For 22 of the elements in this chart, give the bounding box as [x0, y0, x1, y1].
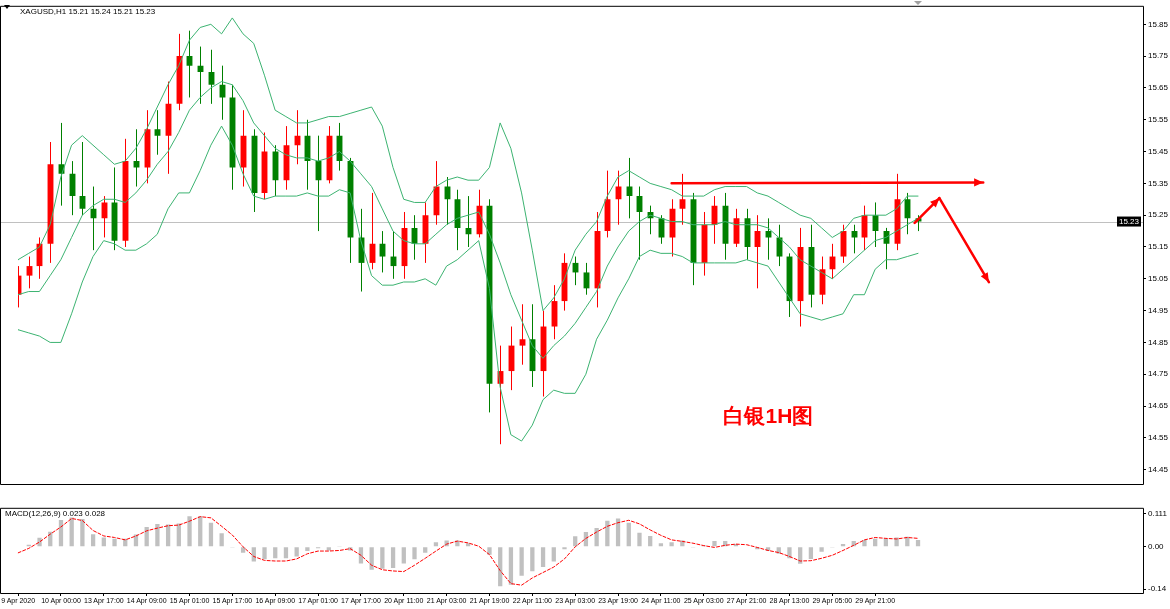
y-tick-label: 15.45 — [1148, 146, 1169, 156]
chart-title: XAGUSD,H1 15.21 15.24 15.21 15.23 — [20, 7, 156, 16]
y-tick-label: 15.15 — [1148, 242, 1169, 252]
annotation: 白银1H图 — [723, 403, 814, 427]
y-tick-label: 14.65 — [1148, 401, 1169, 411]
ref-line-label: 15.23 — [1118, 216, 1140, 226]
y-tick-label: 15.35 — [1148, 178, 1169, 188]
y-tick-label: 15.85 — [1148, 19, 1169, 29]
y-tick-label: 15.65 — [1148, 83, 1169, 93]
chart-title: MACD(12,26,9) 0.023 0.028 — [5, 509, 106, 518]
y-tick-label: 14.75 — [1148, 369, 1169, 379]
y-tick-label: 14.95 — [1148, 305, 1169, 315]
y-tick-label: -0.14 — [1148, 584, 1167, 594]
y-tick-label: 15.75 — [1148, 51, 1169, 61]
y-tick-label: 15.25 — [1148, 210, 1169, 220]
y-tick-label: 15.55 — [1148, 114, 1169, 124]
y-tick-label: 0.111 — [1148, 508, 1168, 518]
y-tick-label: 14.45 — [1148, 464, 1169, 474]
y-tick-label: 15.05 — [1148, 274, 1169, 284]
y-tick-label: 14.85 — [1148, 337, 1169, 347]
y-tick-label: 0.00 — [1148, 542, 1165, 552]
y-tick-label: 14.55 — [1148, 433, 1169, 443]
